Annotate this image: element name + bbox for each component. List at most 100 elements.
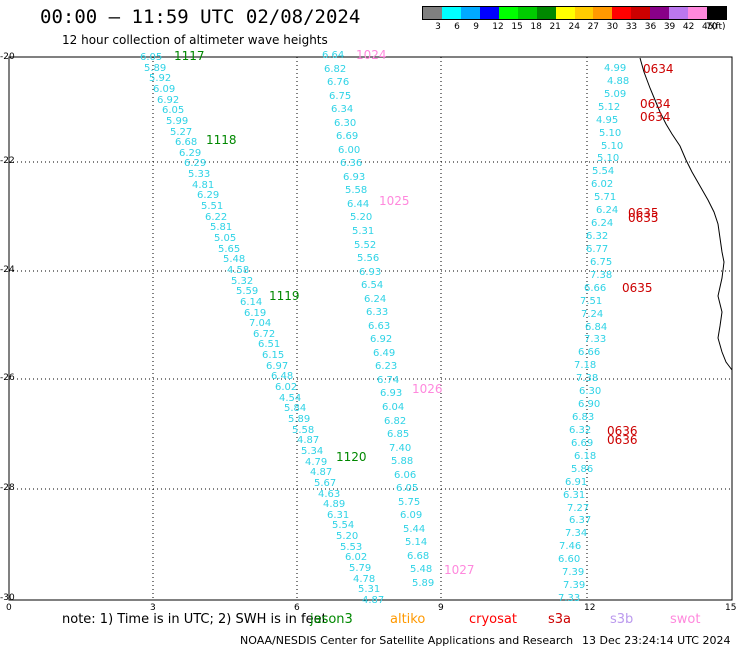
latitude-label: -24 [0,265,15,275]
wave-height-value: 5.32 [231,276,254,287]
wave-height-value: 5.54 [332,520,355,531]
wave-height-value: 6.02 [275,382,298,393]
wave-height-value: 5.58 [345,185,368,196]
color-swatch [688,7,708,19]
chart-title: 00:00 – 11:59 UTC 02/08/2024 [40,6,361,28]
wave-height-value: 5.48 [223,254,246,265]
wave-height-value: 5.79 [349,563,372,574]
latitude-label: -26 [0,373,15,383]
wave-height-value: 4.63 [318,489,341,500]
wave-height-value: 4.54 [279,393,302,404]
longitude-label: 6 [294,603,300,613]
wave-height-value: 5.10 [601,141,624,152]
color-legend-label: 27 [587,22,600,32]
pass-time-marker: 1026 [412,382,443,396]
wave-height-value: 7.51 [580,296,603,307]
wave-height-value: 6.29 [184,158,207,169]
color-swatch [631,7,651,19]
wave-height-value: 6.93 [343,172,366,183]
wave-height-value: 6.34 [331,104,354,115]
wave-height-value: 6.77 [586,244,609,255]
wave-height-value: 6.97 [266,361,289,372]
wave-height-value: 6.24 [591,218,614,229]
color-legend-label: 3 [435,22,441,32]
wave-height-value: 5.89 [288,414,311,425]
wave-height-value: 4.87 [310,467,333,478]
color-legend-label: 18 [530,22,542,32]
wave-height-value: 5.53 [340,542,363,553]
wave-height-value: 5.48 [410,564,433,575]
wave-height-value: 5.05 [214,233,237,244]
wave-height-value: 4.78 [353,574,376,585]
color-swatch [612,7,632,19]
wave-height-value: 5.65 [218,244,241,255]
wave-height-value: 6.91 [565,477,588,488]
wave-height-value: 5.33 [188,169,211,180]
wave-height-value: 5.34 [301,446,324,457]
pass-time-marker: 1120 [336,450,367,464]
wave-height-value: 6.64 [322,50,345,61]
wave-height-value: 7.38 [590,270,613,281]
wave-height-value: 7.18 [574,360,597,371]
wave-height-value: 6.18 [574,451,597,462]
wave-height-value: 6.14 [240,297,263,308]
wave-height-value: 5.84 [284,403,307,414]
wave-height-value: 5.31 [352,226,375,237]
wave-height-value: 5.89 [412,578,435,589]
wave-height-value: 6.30 [334,118,357,129]
wave-height-value: 6.90 [578,399,601,410]
color-legend-label: 21 [549,22,561,32]
latitude-label: -22 [0,156,15,166]
wave-height-value: 6.05 [162,105,185,116]
wave-height-value: 5.67 [314,478,337,489]
pass-time-marker: 0635 [628,211,659,225]
latitude-label: -28 [0,483,15,493]
wave-height-value: 6.69 [571,438,594,449]
wave-height-value: 6.05 [140,52,163,63]
wave-height-value: 6.68 [175,137,198,148]
wave-height-value: 6.02 [591,179,614,190]
color-swatch [479,7,499,19]
wave-height-value: 6.63 [368,321,391,332]
wave-height-value: 7.34 [565,528,588,539]
wave-height-value: 6.37 [569,515,592,526]
wave-height-value: 5.99 [166,116,189,127]
wave-height-value: 5.86 [571,464,594,475]
color-swatch [650,7,670,19]
wave-height-value: 6.24 [596,205,619,216]
wave-height-value: 6.66 [578,347,601,358]
longitude-label: 3 [150,603,156,613]
longitude-label: 12 [584,603,596,613]
pass-time-marker: 0636 [607,424,638,438]
satellite-label-jason3: jason3 [310,612,353,627]
wave-height-value: 6.00 [338,145,361,156]
wave-height-value: 6.33 [366,307,389,318]
wave-height-value: 5.88 [391,456,414,467]
wave-height-value: 6.74 [377,375,400,386]
wave-height-value: 6.84 [585,322,608,333]
wave-height-value: 4.87 [297,435,320,446]
pass-time-marker: 1119 [269,289,300,303]
latitude-label: -30 [0,593,15,603]
wave-height-value: 6.54 [361,280,384,291]
wave-height-value: 4.88 [607,76,630,87]
color-swatch [574,7,594,19]
pass-time-marker: 0634 [640,110,671,124]
wave-height-value: 6.68 [407,551,430,562]
pass-time-marker: 0635 [628,206,659,220]
grid-lines [9,57,732,600]
wave-height-value: 6.72 [253,329,276,340]
wave-height-value: 5.20 [336,531,359,542]
wave-height-value: 5.12 [598,102,621,113]
wave-height-value: 4.81 [192,180,215,191]
wave-height-value: 6.44 [347,199,370,210]
coastline [639,57,733,384]
wave-height-value: 5.10 [597,153,620,164]
wave-height-value: 5.20 [350,212,373,223]
pass-time-marker: 1118 [206,133,237,147]
color-legend-label: (ft) [712,22,726,32]
color-legend-label: 9 [473,22,479,32]
wave-height-value: 6.83 [572,412,595,423]
wave-height-value: 5.44 [403,524,426,535]
